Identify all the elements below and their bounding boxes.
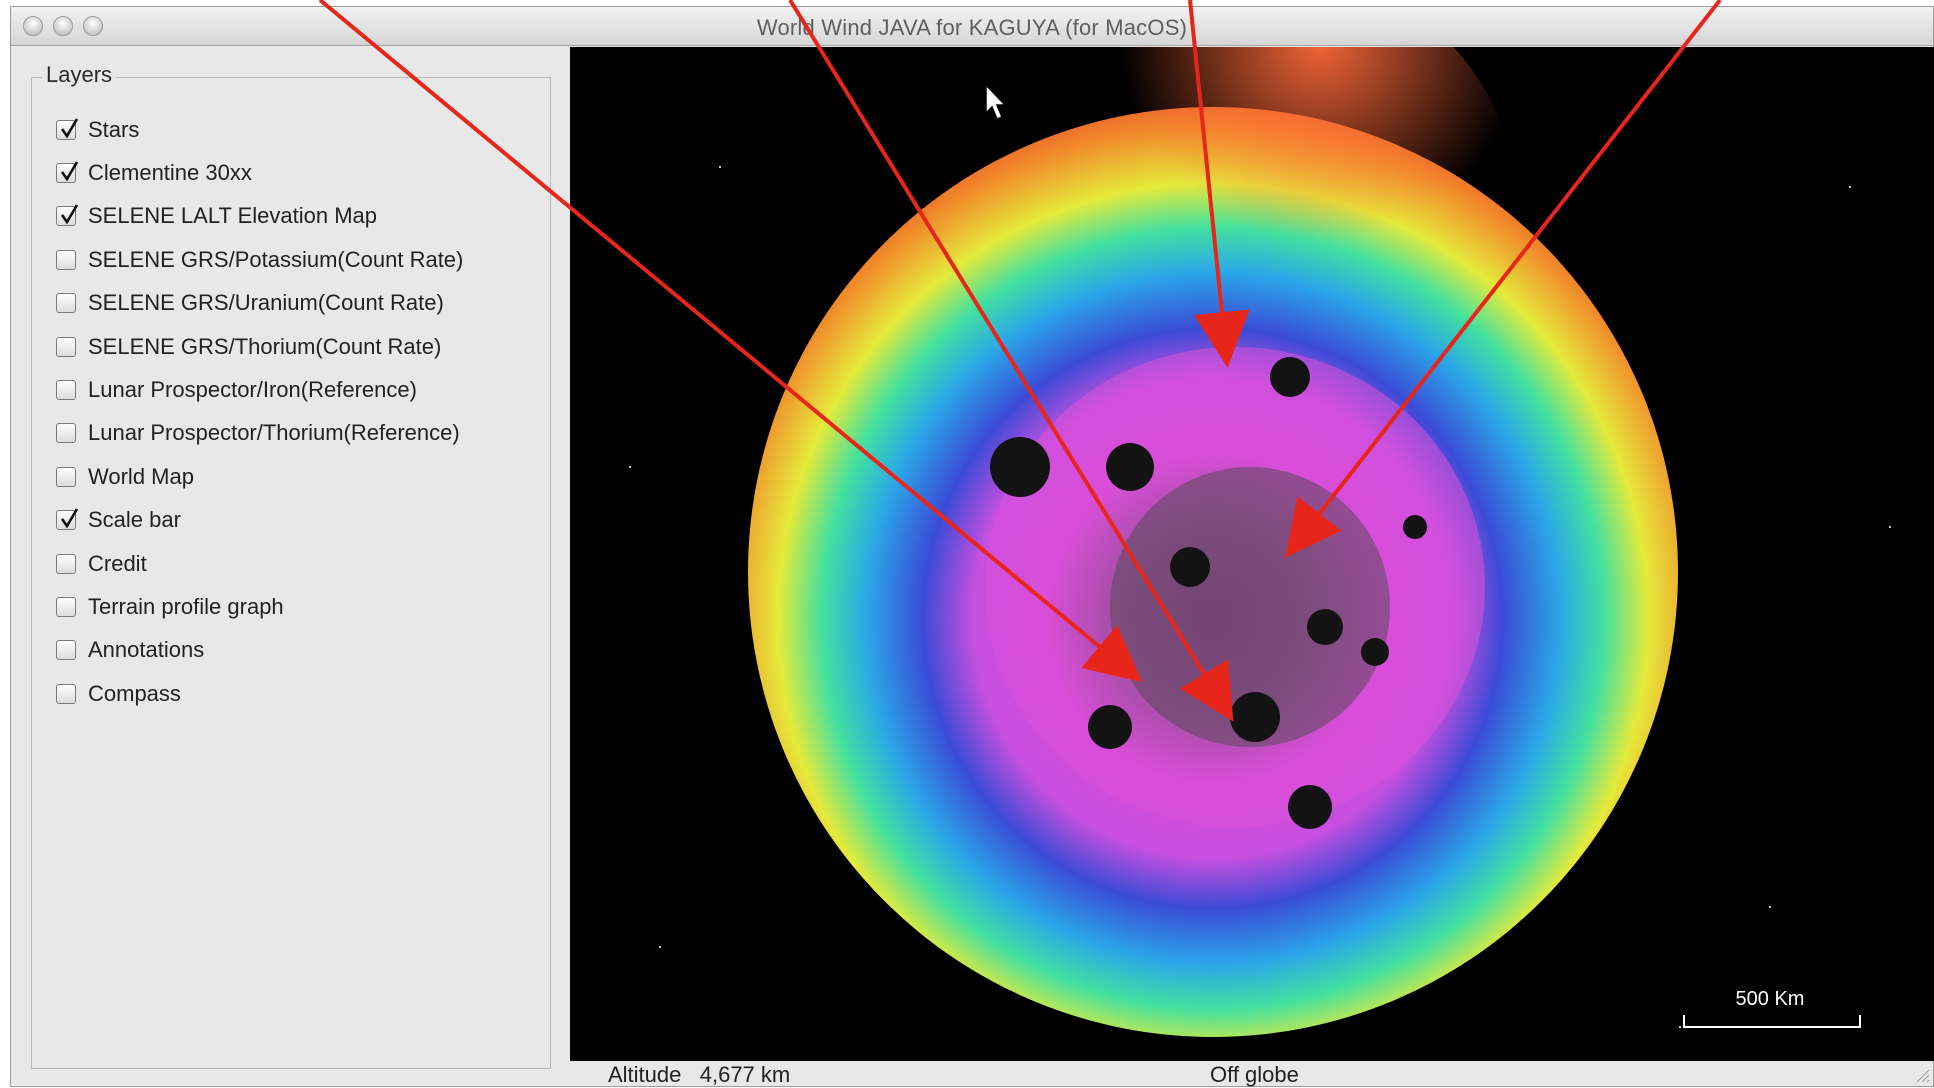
layer-item-stars[interactable]: Stars bbox=[56, 108, 463, 151]
layer-label: Stars bbox=[88, 116, 140, 142]
cursor-icon bbox=[985, 83, 1007, 120]
layer-item-credit[interactable]: Credit bbox=[56, 542, 463, 585]
layer-checkbox[interactable] bbox=[56, 423, 76, 444]
minimize-window-button[interactable] bbox=[53, 16, 73, 36]
resize-grip-icon[interactable] bbox=[1913, 1066, 1931, 1084]
layer-item-lp-thorium[interactable]: Lunar Prospector/Thorium(Reference) bbox=[56, 412, 463, 455]
layers-panel-title: Layers bbox=[42, 62, 117, 88]
layer-item-compass[interactable]: Compass bbox=[56, 672, 463, 715]
layer-checkbox[interactable] bbox=[56, 466, 76, 487]
close-window-button[interactable] bbox=[23, 16, 43, 36]
layer-item-lp-iron[interactable]: Lunar Prospector/Iron(Reference) bbox=[56, 368, 463, 411]
layer-checkbox[interactable] bbox=[56, 553, 76, 574]
layer-label: Clementine 30xx bbox=[88, 160, 252, 186]
scale-bar: 500 Km bbox=[1683, 988, 1861, 1028]
arrow-2 bbox=[788, 0, 1234, 722]
layer-label: Scale bar bbox=[88, 507, 181, 533]
layer-label: Lunar Prospector/Thorium(Reference) bbox=[88, 420, 460, 446]
layer-label: World Map bbox=[88, 463, 194, 489]
layer-checkbox[interactable] bbox=[56, 336, 76, 357]
layer-checkbox[interactable] bbox=[56, 596, 76, 617]
layer-label: SELENE LALT Elevation Map bbox=[88, 203, 378, 229]
layer-label: SELENE GRS/Potassium(Count Rate) bbox=[88, 246, 464, 272]
layers-panel: Layers Stars Clementine 30xx SELENE LALT… bbox=[31, 62, 551, 1069]
layer-label: Annotations bbox=[88, 637, 205, 663]
layer-label: Terrain profile graph bbox=[88, 593, 284, 619]
layer-checkbox[interactable] bbox=[56, 204, 79, 227]
layer-checkbox[interactable] bbox=[56, 683, 76, 704]
layer-checkbox[interactable] bbox=[56, 293, 76, 314]
layer-checkbox[interactable] bbox=[56, 508, 79, 531]
arrow-4 bbox=[1285, 0, 1722, 558]
status-bar: Altitude 4,677 km Off globe bbox=[570, 1062, 1934, 1088]
layer-item-lalt-elevation[interactable]: SELENE LALT Elevation Map bbox=[56, 195, 463, 238]
layer-label: Credit bbox=[88, 550, 147, 576]
app-window: World Wind JAVA for KAGUYA (for MacOS) L… bbox=[10, 6, 1934, 1087]
scale-bar-label: 500 Km bbox=[1736, 988, 1805, 1010]
globe-canvas: 500 Km bbox=[629, 47, 1891, 1037]
arrow-3 bbox=[1188, 0, 1250, 368]
layer-item-clementine[interactable]: Clementine 30xx bbox=[56, 151, 463, 194]
layer-label: Compass bbox=[88, 680, 181, 706]
cursor-position: Off globe bbox=[1210, 1062, 1299, 1087]
layer-item-scale-bar[interactable]: Scale bar bbox=[56, 499, 463, 542]
layer-item-grs-thorium[interactable]: SELENE GRS/Thorium(Count Rate) bbox=[56, 325, 463, 368]
layer-label: Lunar Prospector/Iron(Reference) bbox=[88, 377, 417, 403]
altitude-label: Altitude bbox=[608, 1062, 682, 1087]
layer-item-terrain-profile[interactable]: Terrain profile graph bbox=[56, 585, 463, 628]
layer-label: SELENE GRS/Uranium(Count Rate) bbox=[88, 290, 444, 316]
layer-checkbox[interactable] bbox=[56, 118, 79, 140]
window-title: World Wind JAVA for KAGUYA (for MacOS) bbox=[756, 15, 1188, 40]
layer-checkbox[interactable] bbox=[56, 161, 79, 184]
arrow-1 bbox=[318, 0, 1143, 683]
layer-item-grs-potassium[interactable]: SELENE GRS/Potassium(Count Rate) bbox=[56, 238, 463, 281]
layer-checkbox[interactable] bbox=[56, 380, 76, 401]
layer-item-annotations[interactable]: Annotations bbox=[56, 629, 463, 672]
moon-globe bbox=[748, 47, 1678, 1037]
layer-item-grs-uranium[interactable]: SELENE GRS/Uranium(Count Rate) bbox=[56, 282, 463, 325]
globe-view[interactable]: 500 Km bbox=[570, 47, 1934, 1061]
altitude-value: 4,677 km bbox=[699, 1062, 791, 1087]
altitude-readout: Altitude 4,677 km bbox=[608, 1062, 790, 1088]
title-bar: World Wind JAVA for KAGUYA (for MacOS) bbox=[11, 7, 1933, 46]
layer-label: SELENE GRS/Thorium(Count Rate) bbox=[88, 333, 442, 359]
zoom-window-button[interactable] bbox=[83, 16, 103, 36]
layer-checkbox[interactable] bbox=[56, 249, 76, 270]
layer-list: Stars Clementine 30xx SELENE LALT Elevat… bbox=[56, 108, 463, 715]
layer-checkbox[interactable] bbox=[56, 640, 76, 661]
layer-item-world-map[interactable]: World Map bbox=[56, 455, 463, 498]
